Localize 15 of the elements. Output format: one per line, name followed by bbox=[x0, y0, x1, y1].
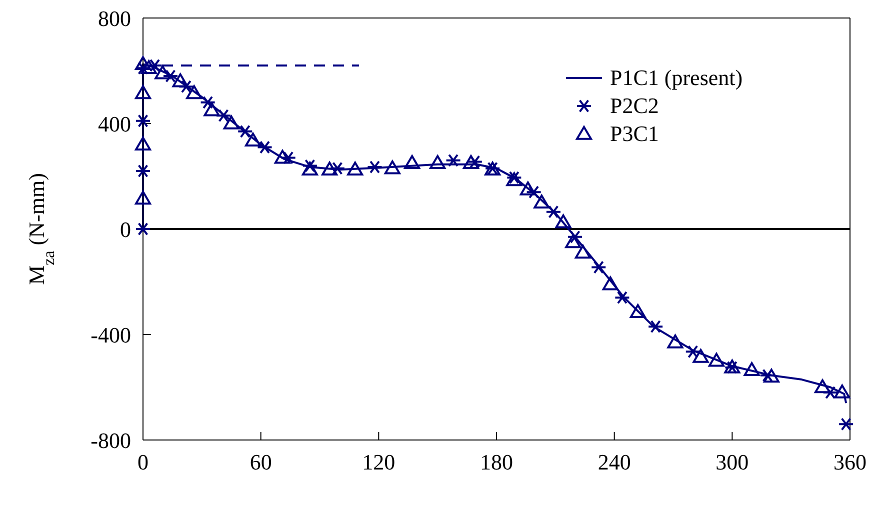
legend-label: P2C2 bbox=[610, 93, 659, 119]
y-tick-label: 0 bbox=[120, 216, 131, 242]
x-tick-label: 240 bbox=[598, 450, 631, 475]
legend-label: P1C1 (present) bbox=[610, 65, 743, 91]
y-tick-label: -800 bbox=[90, 428, 131, 453]
x-tick-label: 0 bbox=[138, 450, 148, 475]
y-tick-label: -400 bbox=[90, 322, 131, 348]
x-tick-label: 60 bbox=[250, 450, 272, 475]
y-tick-label: 800 bbox=[98, 6, 131, 31]
x-tick-label: 360 bbox=[834, 450, 866, 475]
x-tick-label: 120 bbox=[362, 450, 396, 475]
y-tick-label: 400 bbox=[98, 111, 131, 136]
x-tick-label: 180 bbox=[480, 450, 513, 475]
x-tick-label: 300 bbox=[716, 450, 749, 475]
legend-label: P3C1 bbox=[610, 121, 659, 147]
